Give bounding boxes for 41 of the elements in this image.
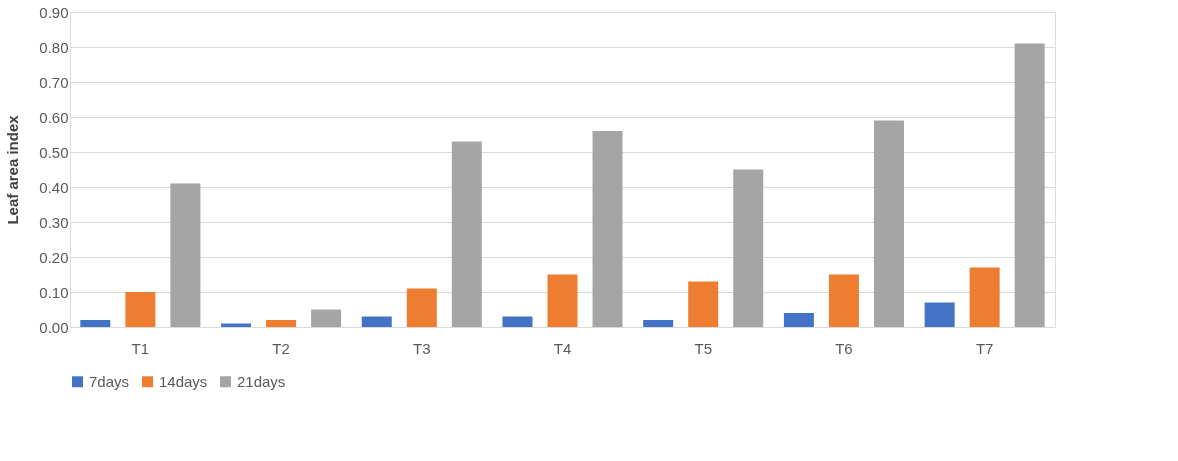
bar [592, 131, 623, 327]
y-tick-label: 0.00 [39, 318, 69, 336]
x-tick-label: T4 [553, 339, 572, 357]
legend-label: 21days [237, 372, 286, 390]
y-tick-label: 0.20 [39, 248, 69, 266]
x-tick-label: T3 [413, 339, 431, 357]
y-tick-label: 0.40 [39, 178, 69, 196]
bar [451, 141, 482, 327]
bar [783, 313, 814, 327]
bar [311, 309, 342, 327]
bar [170, 183, 201, 327]
bar [547, 274, 578, 327]
bar [80, 320, 111, 327]
legend-label: 7days [89, 372, 130, 390]
bar [873, 120, 904, 327]
bar [924, 302, 955, 327]
y-tick-label: 0.90 [39, 3, 69, 21]
bar [406, 288, 437, 327]
y-tick-label: 0.30 [39, 213, 69, 231]
y-tick-label: 0.10 [39, 283, 69, 301]
x-tick-label: T6 [835, 339, 853, 357]
legend-label: 14days [159, 372, 208, 390]
bar [688, 281, 719, 327]
y-tick-label: 0.70 [39, 73, 69, 91]
bar [125, 292, 156, 327]
y-tick-label: 0.50 [39, 143, 69, 161]
bar [1014, 43, 1045, 327]
x-tick-label: T1 [131, 339, 150, 357]
bar [733, 169, 764, 327]
y-tick-label: 0.60 [39, 108, 69, 126]
x-tick-label: T2 [272, 339, 290, 357]
bar [361, 316, 392, 327]
y-axis-title: Leaf area index [4, 114, 22, 225]
bar [643, 320, 674, 327]
bar [266, 320, 297, 327]
bar [969, 267, 1000, 327]
bar [828, 274, 859, 327]
x-tick-label: T7 [975, 339, 994, 357]
x-tick-label: T5 [694, 339, 712, 357]
bar [502, 316, 533, 327]
y-tick-label: 0.80 [39, 38, 69, 56]
